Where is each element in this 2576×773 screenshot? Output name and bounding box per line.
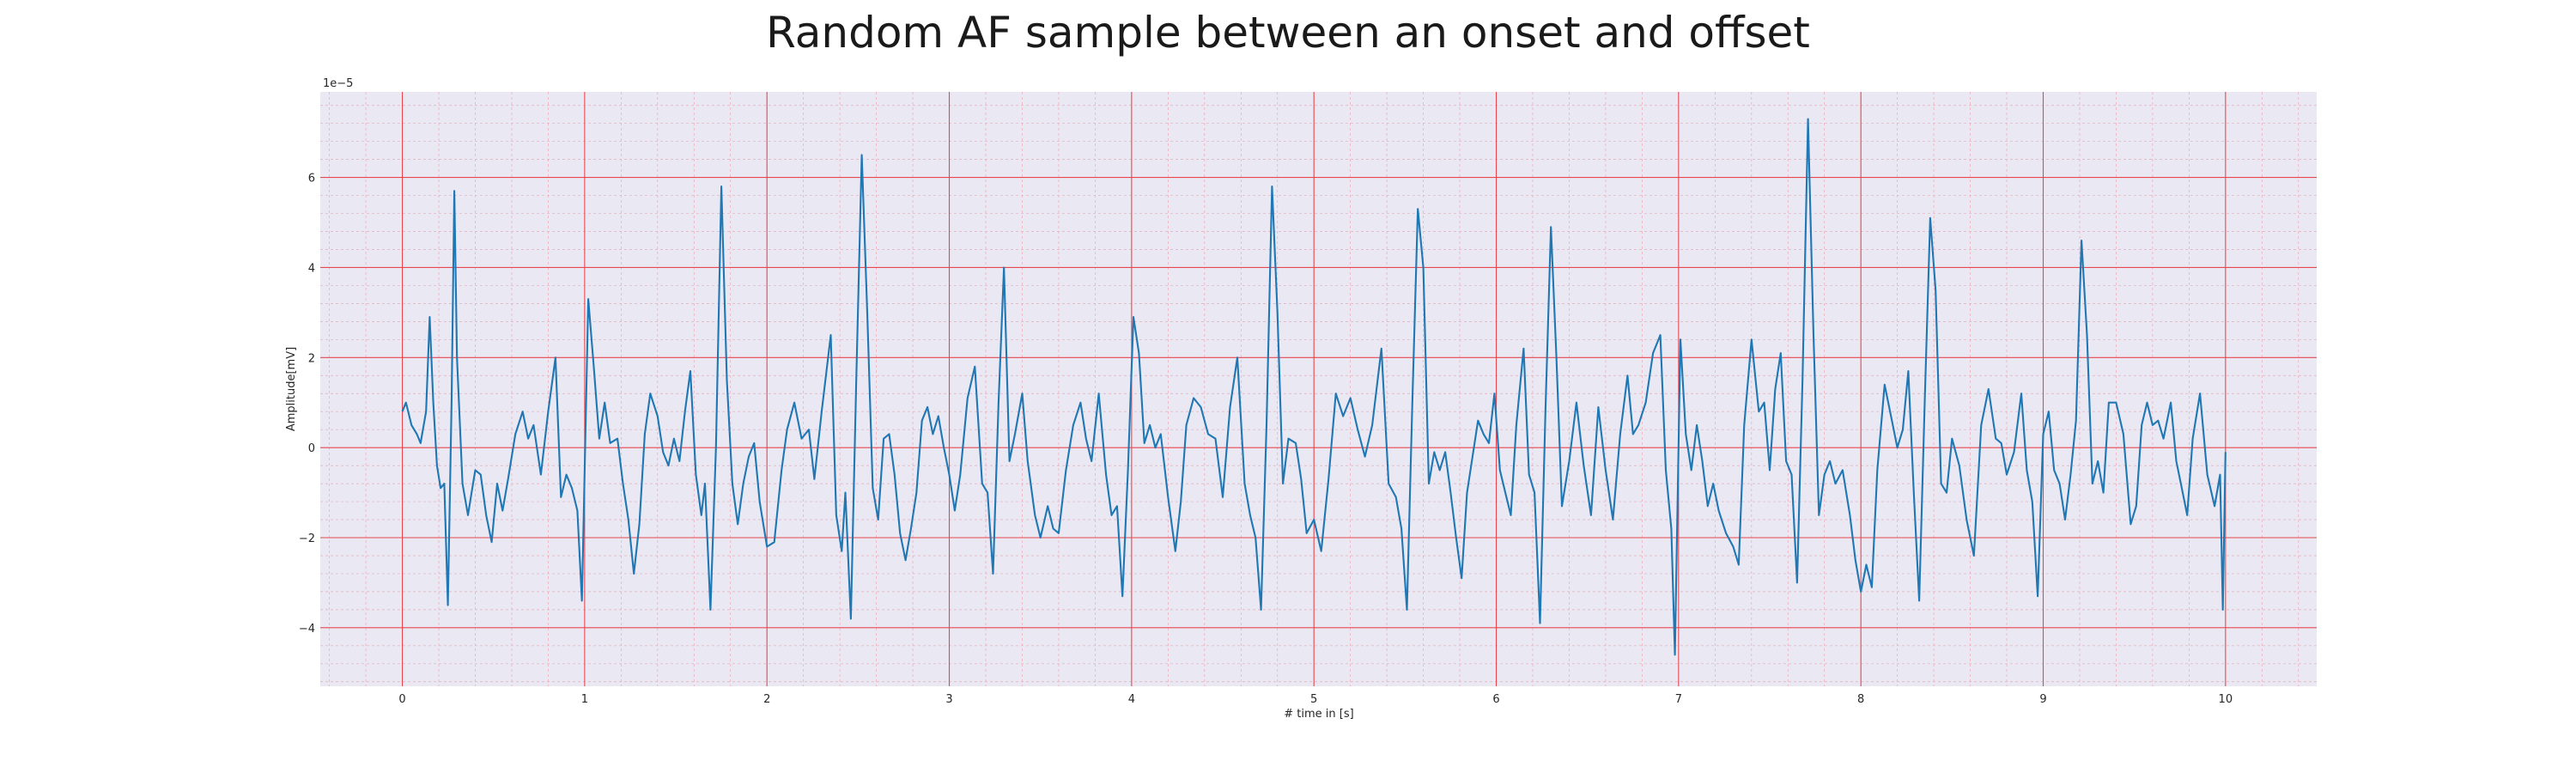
- series-layer: [401, 118, 2227, 656]
- plot-area: [320, 92, 2317, 686]
- x-tick-label: 4: [1128, 693, 1135, 706]
- x-tick-label: 8: [1857, 693, 1864, 706]
- x-tick-label: 10: [2219, 693, 2233, 706]
- x-tick-label: 7: [1675, 693, 1682, 706]
- y-tick-label: −4: [299, 623, 315, 636]
- y-axis-offset-label: 1e−5: [323, 77, 353, 90]
- x-tick-label: 2: [763, 693, 770, 706]
- x-axis-ticks: 0 1 2 3 4 5 6 7 8 9 10: [398, 693, 2233, 706]
- y-tick-label: 4: [308, 262, 315, 275]
- y-axis-ticks: −4 −2 0 2 4 6: [299, 173, 315, 636]
- x-tick-label: 1: [581, 693, 588, 706]
- y-tick-label: 2: [308, 352, 315, 365]
- minor-grid: [320, 92, 2317, 686]
- y-tick-label: 0: [308, 442, 315, 455]
- x-tick-label: 0: [398, 693, 405, 706]
- series-line-0: [401, 118, 2227, 656]
- x-axis-label: # time in [s]: [1284, 708, 1353, 721]
- x-tick-label: 6: [1492, 693, 1499, 706]
- x-tick-label: 3: [945, 693, 952, 706]
- y-tick-label: −2: [299, 533, 315, 545]
- major-grid: [320, 92, 2317, 686]
- x-tick-label: 5: [1310, 693, 1317, 706]
- y-axis-label: Amplitude[mV]: [285, 347, 298, 431]
- chart-title: Random AF sample between an onset and of…: [766, 8, 1810, 58]
- y-tick-label: 6: [308, 173, 315, 186]
- x-tick-label: 9: [2039, 693, 2046, 706]
